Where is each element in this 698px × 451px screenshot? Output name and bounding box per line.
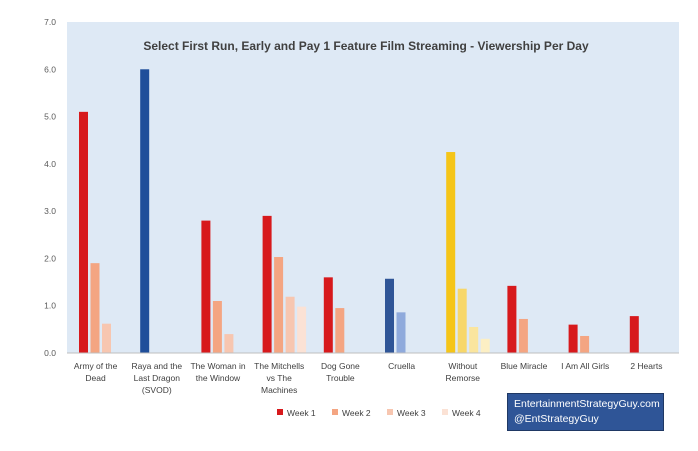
bar-2-cat-1 <box>90 263 100 353</box>
x-tick-label-line: Machines <box>261 385 297 395</box>
x-tick-label-line: Dead <box>85 373 106 383</box>
x-tick-label: Dog Gone Trouble <box>321 361 360 383</box>
x-tick-label-line: The Woman in <box>190 361 245 371</box>
legend-label: Week 2 <box>342 408 371 418</box>
chart-title: Select First Run, Early and Pay 1 Featur… <box>143 39 589 53</box>
x-tick-label-line: Last Dragon <box>134 373 181 383</box>
bar-2-cat-5 <box>335 308 345 353</box>
legend-swatch <box>387 409 393 415</box>
bar-4-cat-7 <box>480 338 490 353</box>
x-tick-label: Blue Miracle <box>501 361 548 371</box>
x-tick-label-line: vs The <box>267 373 293 383</box>
legend-swatch <box>442 409 448 415</box>
bar-1-cat-8 <box>507 285 517 353</box>
bar-3-cat-7 <box>469 326 479 353</box>
y-tick-label: 3.0 <box>44 206 56 216</box>
bar-1-cat-2 <box>140 69 150 354</box>
x-tick-label: I Am All Girls <box>561 361 609 371</box>
y-tick-label: 5.0 <box>44 112 56 122</box>
bar-3-cat-4 <box>285 296 295 353</box>
bar-1-cat-7 <box>446 152 456 353</box>
bar-3-cat-3 <box>224 334 234 353</box>
legend: Week 1 Week 2 Week 3 Week 4 <box>277 408 481 418</box>
x-tick-label-line: Cruella <box>388 361 415 371</box>
y-tick-label: 0.0 <box>44 348 56 358</box>
bar-1-cat-1 <box>79 111 88 353</box>
bar-2-cat-8 <box>518 318 528 353</box>
bar-1-cat-10 <box>629 316 639 353</box>
bar-2-cat-7 <box>457 288 467 353</box>
x-tick-label: The Woman in the Window <box>190 361 245 383</box>
bar-2-cat-6 <box>396 312 406 353</box>
x-tick-label-line: Army of the <box>74 361 118 371</box>
legend-label: Week 1 <box>287 408 316 418</box>
x-tick-label-line: 2 Hearts <box>630 361 662 371</box>
y-tick-label: 2.0 <box>44 253 56 263</box>
credit-box: EntertainmentStrategyGuy.com @EntStrateg… <box>507 393 664 431</box>
x-tick-label: Cruella <box>388 361 415 371</box>
bar-1-cat-3 <box>201 220 211 353</box>
x-tick-label: 2 Hearts <box>630 361 662 371</box>
bar-4-cat-4 <box>297 306 307 353</box>
x-tick-label: The Mitchells vs The Machines <box>254 361 304 395</box>
bar-1-cat-9 <box>568 324 578 353</box>
bar-2-cat-4 <box>274 257 284 353</box>
x-tick-label-line: Trouble <box>326 373 355 383</box>
x-tick-label-line: I Am All Girls <box>561 361 609 371</box>
bar-3-cat-1 <box>102 323 111 353</box>
bar-1-cat-4 <box>262 215 272 353</box>
plot-area <box>67 22 679 353</box>
credit-handle: @EntStrategyGuy <box>514 413 599 425</box>
legend-label: Week 4 <box>452 408 481 418</box>
x-tick-label: Army of the Dead <box>74 361 118 383</box>
x-tick-label-line: Remorse <box>446 373 481 383</box>
y-axis: 0.0 1.0 2.0 3.0 4.0 5.0 6.0 7.0 <box>44 17 56 358</box>
x-tick-label-line: The Mitchells <box>254 361 304 371</box>
x-tick-label-line: the Window <box>196 373 241 383</box>
x-tick-label-line: (SVOD) <box>142 385 172 395</box>
y-tick-label: 4.0 <box>44 159 56 169</box>
legend-label: Week 3 <box>397 408 426 418</box>
x-tick-label-line: Dog Gone <box>321 361 360 371</box>
bar-2-cat-3 <box>212 300 222 353</box>
x-tick-label: Raya and the Last Dragon (SVOD) <box>132 361 183 395</box>
bar-1-cat-5 <box>323 277 333 353</box>
x-tick-label-line: Raya and the <box>132 361 183 371</box>
x-tick-label-line: Blue Miracle <box>501 361 548 371</box>
x-axis-labels: Army of the Dead Raya and the Last Dragon (S… <box>74 361 663 395</box>
y-tick-label: 6.0 <box>44 64 56 74</box>
y-tick-label: 7.0 <box>44 17 56 27</box>
bar-group <box>79 69 639 354</box>
x-tick-label: Without Remorse <box>446 361 481 383</box>
credit-website: EntertainmentStrategyGuy.com <box>514 398 660 410</box>
bar-1-cat-6 <box>385 278 394 353</box>
x-tick-label-line: Without <box>448 361 477 371</box>
y-tick-label: 1.0 <box>44 301 56 311</box>
bar-2-cat-9 <box>580 335 590 353</box>
legend-swatch <box>332 409 338 415</box>
legend-swatch <box>277 409 283 415</box>
